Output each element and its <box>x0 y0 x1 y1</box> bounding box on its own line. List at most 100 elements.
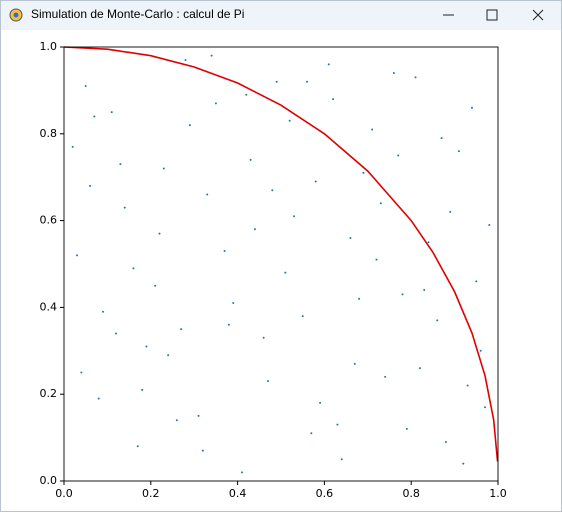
point <box>362 171 365 174</box>
point <box>375 258 378 261</box>
point <box>175 419 178 422</box>
point <box>384 375 387 378</box>
point <box>249 158 252 161</box>
point <box>488 223 491 226</box>
point <box>84 85 87 88</box>
y-tick-label: 0.2 <box>40 387 58 400</box>
y-tick-label: 1.0 <box>40 40 58 53</box>
point <box>71 145 74 148</box>
point <box>392 72 395 75</box>
maximize-button[interactable] <box>486 9 498 21</box>
point <box>293 215 296 218</box>
point <box>167 354 170 357</box>
point <box>405 427 408 430</box>
point <box>427 241 430 244</box>
axes-frame <box>63 46 499 482</box>
point <box>188 124 191 127</box>
point <box>310 432 313 435</box>
point <box>371 128 374 131</box>
x-tick-label: 0.4 <box>229 487 247 500</box>
point <box>379 202 382 205</box>
point <box>141 388 144 391</box>
point <box>288 119 291 122</box>
x-tick-label: 0.0 <box>55 487 73 500</box>
point <box>201 449 204 452</box>
point <box>206 193 209 196</box>
y-tick-label: 0.6 <box>40 214 58 227</box>
point <box>449 210 452 213</box>
y-tick-label: 0.0 <box>40 474 58 487</box>
point <box>479 349 482 352</box>
plot: 0.0 0.2 0.4 0.6 0.8 1.0 0.0 0.2 0.4 0.6 0.8 1.0 <box>40 40 507 500</box>
app-icon <box>9 8 23 22</box>
point <box>223 249 226 252</box>
point <box>466 384 469 387</box>
point <box>245 93 248 96</box>
point <box>145 345 148 348</box>
point <box>271 189 274 192</box>
point <box>470 106 473 109</box>
point <box>154 284 157 287</box>
point <box>414 76 417 79</box>
point <box>327 63 330 66</box>
point <box>76 254 79 257</box>
point <box>301 315 304 318</box>
point <box>418 367 421 370</box>
point <box>89 184 92 187</box>
window-title: Simulation de Monte-Carlo : calcul de Pi <box>31 7 244 21</box>
x-tick-label: 0.2 <box>142 487 160 500</box>
point <box>214 102 217 105</box>
point <box>197 414 200 417</box>
point <box>314 180 317 183</box>
point <box>115 332 118 335</box>
point <box>210 54 213 57</box>
point <box>184 59 187 62</box>
point <box>440 137 443 140</box>
close-button[interactable] <box>532 9 544 21</box>
point <box>162 167 165 170</box>
title-bar <box>1 1 561 30</box>
point <box>353 362 356 365</box>
x-tick-label: 0.8 <box>402 487 420 500</box>
point <box>232 302 235 305</box>
point <box>340 458 343 461</box>
point <box>240 471 243 474</box>
x-tick-label: 1.0 <box>489 487 507 500</box>
point <box>349 236 352 239</box>
point <box>262 336 265 339</box>
point <box>275 80 278 83</box>
point <box>266 380 269 383</box>
point <box>401 293 404 296</box>
point <box>444 440 447 443</box>
point <box>93 115 96 118</box>
point <box>436 319 439 322</box>
point <box>319 401 322 404</box>
line <box>63 46 499 462</box>
point <box>423 289 426 292</box>
point <box>132 267 135 270</box>
point <box>227 323 230 326</box>
point <box>462 462 465 465</box>
point <box>180 328 183 331</box>
point <box>397 154 400 157</box>
point <box>123 206 126 209</box>
point <box>284 271 287 274</box>
y-tick-label: 0.8 <box>40 127 58 140</box>
x-tick-label: 0.6 <box>316 487 334 500</box>
point <box>475 280 478 283</box>
point <box>102 310 105 313</box>
point <box>119 163 122 166</box>
point <box>158 232 161 235</box>
point <box>336 423 339 426</box>
point <box>332 98 335 101</box>
point <box>306 80 309 83</box>
point <box>483 406 486 409</box>
point <box>110 111 113 114</box>
point <box>358 297 361 300</box>
point <box>253 228 256 231</box>
point <box>136 445 139 448</box>
point <box>457 150 460 153</box>
point <box>80 371 83 374</box>
